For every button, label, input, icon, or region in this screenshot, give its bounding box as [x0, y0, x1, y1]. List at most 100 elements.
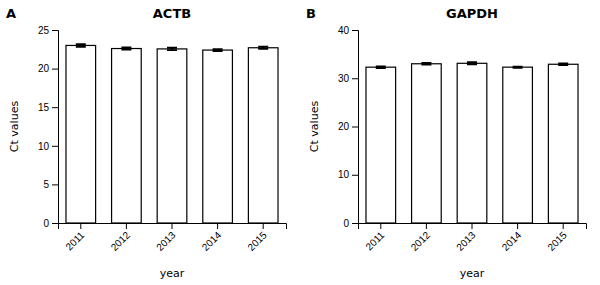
- y-tick: 0: [43, 218, 58, 229]
- error-bar: [467, 62, 477, 64]
- tick-label: 10: [338, 169, 350, 180]
- error-bar: [421, 63, 431, 65]
- tick-mark: [80, 223, 81, 229]
- x-axis: 2011 2012 2013 2014 2015: [59, 223, 287, 253]
- title: ACTB: [153, 6, 191, 21]
- error-bar: [213, 49, 223, 51]
- tick-mark: [352, 30, 358, 31]
- x-tick: 2011: [63, 223, 86, 252]
- tick-mark: [352, 223, 358, 224]
- tick-mark: [126, 223, 127, 229]
- tick-label: 2015: [545, 229, 569, 253]
- bar: [157, 49, 187, 223]
- x-tick: 2015: [545, 223, 569, 253]
- error-bar: [376, 66, 386, 68]
- tick-label: 30: [338, 73, 350, 84]
- y-axis-title: Ct values: [308, 101, 321, 153]
- bar: [457, 63, 487, 223]
- tick-label: 25: [38, 25, 50, 36]
- bar: [503, 67, 533, 223]
- y-tick: 40: [338, 25, 358, 36]
- bar: [203, 50, 233, 223]
- tick-label: 2013: [154, 229, 178, 253]
- tick-mark: [263, 223, 264, 229]
- tick-mark: [426, 223, 427, 229]
- y-tick: 30: [338, 73, 358, 84]
- panel: 0 5 10 15 20 25 2011 2012 2013 2014 2015 ACTB Ayear C…: [6, 6, 287, 280]
- y-tick: 10: [38, 141, 58, 152]
- tick-mark: [352, 175, 358, 176]
- tick-label: 2012: [109, 229, 133, 253]
- marks: [366, 62, 578, 223]
- y-tick: 0: [343, 218, 358, 229]
- y-tick: 25: [38, 25, 58, 36]
- tick-mark: [352, 78, 358, 79]
- error-bar: [76, 44, 86, 47]
- x-tick: 2013: [154, 223, 178, 253]
- tick-label: 0: [343, 218, 349, 229]
- y-tick: 20: [38, 63, 58, 74]
- axis-line: [359, 224, 587, 230]
- error-bar: [258, 47, 268, 49]
- panel: 01020304020112012201320142015GAPDHByearC…: [306, 6, 587, 280]
- x-tick: 2012: [109, 223, 133, 253]
- tick-mark: [52, 69, 58, 70]
- bar: [366, 67, 396, 223]
- error-bar: [558, 63, 568, 65]
- tick-mark: [563, 223, 564, 229]
- bar: [248, 48, 278, 223]
- error-bar: [513, 67, 523, 68]
- tick-mark: [517, 223, 518, 229]
- y-tick: 5: [43, 179, 58, 190]
- y-tick: 10: [338, 169, 358, 180]
- panel-label: B: [306, 6, 316, 21]
- tick-mark: [172, 223, 173, 229]
- y-tick: 20: [338, 121, 358, 132]
- y-axis: 0 10 20 30 40: [338, 25, 359, 229]
- tick-mark: [380, 223, 381, 229]
- tick-mark: [472, 223, 473, 229]
- axis-line: [59, 224, 287, 230]
- tick-label: 20: [38, 63, 50, 74]
- x-tick: 2014: [200, 223, 224, 253]
- error-bar: [167, 48, 177, 50]
- tick-mark: [52, 223, 58, 224]
- x-tick: 2011: [363, 223, 386, 252]
- tick-label: 2013: [454, 229, 478, 253]
- tick-label: 2012: [409, 229, 433, 253]
- bar: [112, 49, 142, 223]
- tick-mark: [52, 30, 58, 31]
- tick-mark: [52, 146, 58, 147]
- tick-mark: [352, 127, 358, 128]
- tick-label: 2014: [200, 229, 224, 253]
- y-axis-title: Ct values: [8, 101, 21, 153]
- bar: [412, 64, 442, 223]
- tick-label: 10: [38, 141, 50, 152]
- tick-label: 2015: [245, 229, 269, 253]
- figure: 0 5 10 15 20 25 2011 2012 2013 2014 2015 ACTB Ayear C…: [0, 0, 600, 285]
- bar: [548, 64, 578, 223]
- axis-line: [52, 31, 59, 224]
- x-axis: 2011 2012 2013 2014 2015: [359, 223, 587, 253]
- tick-label: 15: [38, 102, 50, 113]
- x-tick: 2012: [409, 223, 433, 253]
- x-axis-title: year: [160, 267, 185, 280]
- x-tick: 2014: [500, 223, 524, 253]
- bar: [66, 45, 96, 223]
- y-axis: 0 5 10 15 20 25: [38, 25, 59, 229]
- tick-mark: [52, 107, 58, 108]
- marks: [66, 44, 278, 223]
- tick-label: 40: [338, 25, 350, 36]
- tick-mark: [217, 223, 218, 229]
- tick-mark: [52, 184, 58, 185]
- x-tick: 2013: [454, 223, 478, 253]
- y-tick: 15: [38, 102, 58, 113]
- x-tick: 2015: [245, 223, 269, 253]
- tick-label: 0: [43, 218, 49, 229]
- error-bar: [121, 47, 131, 49]
- title: GAPDH: [446, 6, 498, 21]
- axis-line: [352, 31, 359, 224]
- panel-label: A: [6, 6, 16, 21]
- tick-label: 5: [43, 179, 49, 190]
- tick-label: 2011: [63, 229, 86, 252]
